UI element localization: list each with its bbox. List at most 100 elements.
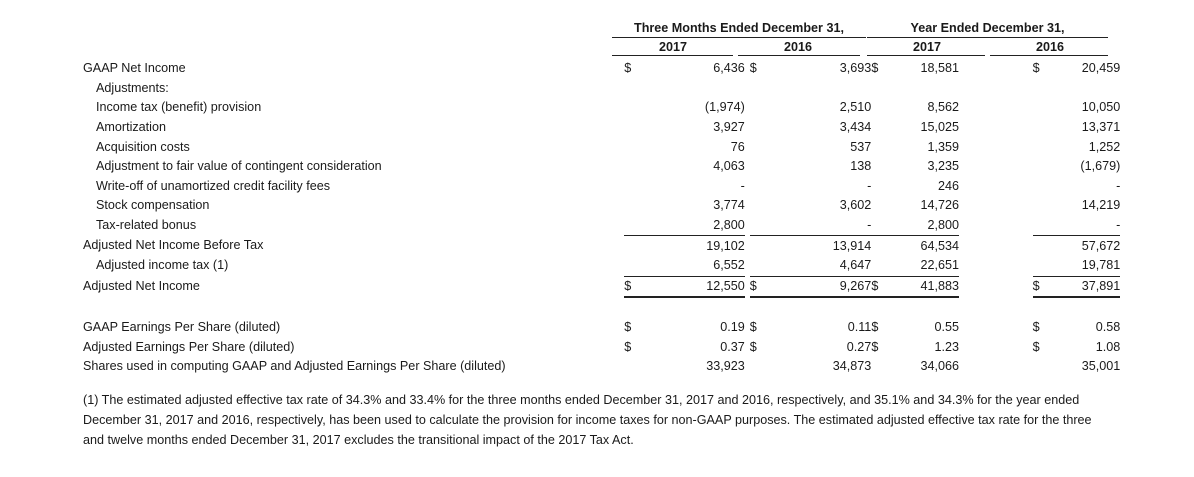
column-spacer (959, 79, 1033, 99)
dollar-sign (1033, 98, 1077, 118)
value-cell: 2,800 (713, 218, 745, 233)
dollar-sign (1033, 157, 1077, 177)
value-cell: 13,914 (793, 235, 872, 256)
row-label: Adjusted Net Income Before Tax (83, 238, 264, 253)
column-spacer (959, 276, 1033, 297)
dollar-sign (871, 177, 915, 197)
value-cell (794, 79, 872, 99)
dollar-sign (871, 196, 915, 216)
dollar-sign: $ (1032, 339, 1040, 354)
dollar-sign (624, 256, 668, 276)
dollar-sign (624, 79, 668, 99)
table-row: Tax-related bonus 2,800 - 2,800 - (83, 216, 1194, 236)
value-cell: 2,800 (927, 218, 960, 233)
dollar-sign (1033, 256, 1077, 276)
dollar-sign (1032, 235, 1077, 256)
row-label: Write-off of unamortized credit facility… (96, 178, 331, 193)
dollar-sign (624, 357, 668, 377)
value-cell: 3,693 (839, 61, 872, 76)
year-header: 2017 (912, 40, 942, 54)
dollar-sign (624, 98, 668, 118)
value-cell: 33,923 (706, 359, 745, 374)
header-group-underline (867, 37, 1108, 38)
row-label: GAAP Earnings Per Share (diluted) (83, 320, 281, 335)
value-cell (668, 297, 745, 318)
value-cell: 4,063 (713, 159, 745, 174)
value-cell: 34,873 (832, 359, 872, 374)
value-cell: 0.58 (1095, 320, 1121, 335)
value-cell: (1,679) (1080, 159, 1121, 174)
dollar-sign: $ (1032, 61, 1040, 76)
dollar-sign (1033, 177, 1077, 197)
dollar-sign (871, 98, 915, 118)
dollar-sign (1033, 79, 1077, 99)
table-row: Write-off of unamortized credit facility… (83, 177, 1194, 197)
dollar-sign (750, 216, 794, 236)
value-cell: - (867, 178, 872, 193)
value-cell (668, 79, 745, 99)
dollar-sign (750, 357, 794, 377)
value-cell: 2,510 (839, 100, 872, 115)
dollar-sign (624, 235, 669, 256)
year-underline (738, 55, 860, 56)
year-header: 2016 (1035, 40, 1065, 54)
table-row: Amortization 3,927 3,434 15,025 13,371 (83, 118, 1194, 138)
table-row: GAAP Earnings Per Share (diluted) $0.19 $0… (83, 318, 1194, 338)
year-underline (612, 55, 733, 56)
dollar-sign (750, 157, 794, 177)
table-row: Stock compensation 3,774 3,602 14,726 14,219 (83, 196, 1194, 216)
table-row: Acquisition costs 76 537 1,359 1,252 (83, 137, 1194, 157)
column-spacer (959, 59, 1033, 79)
dollar-sign (871, 137, 915, 157)
value-cell: 8,562 (927, 100, 960, 115)
value-cell (915, 79, 959, 99)
year-underline (867, 55, 985, 56)
value-cell: 14,726 (920, 198, 960, 213)
value-cell: - (1116, 218, 1121, 233)
dollar-sign (871, 297, 915, 318)
header-group-year: Year Ended December 31, (910, 21, 1065, 35)
year-underline (990, 55, 1108, 56)
value-cell: (1,974) (704, 100, 745, 115)
value-cell: 22,651 (920, 258, 960, 273)
value-cell: 0.11 (847, 320, 872, 335)
dollar-sign (871, 216, 915, 236)
value-cell: 41,883 (915, 275, 960, 299)
table-row: Adjusted Earnings Per Share (diluted) $0.… (83, 337, 1194, 357)
dollar-sign (871, 118, 915, 138)
table-row: Adjustment to fair value of contingent c… (83, 157, 1194, 177)
value-cell: 537 (850, 139, 872, 154)
header-group-three-months: Three Months Ended December 31, (634, 21, 844, 35)
value-cell (1076, 79, 1120, 99)
dollar-sign (624, 196, 668, 216)
value-cell: 18,581 (920, 61, 960, 76)
table-row: GAAP Net Income $6,436 $3,693 $18,581 $20,45… (83, 59, 1194, 79)
year-header: 2016 (783, 40, 813, 54)
dollar-sign (1033, 357, 1077, 377)
value-cell: 76 (730, 139, 745, 154)
value-cell: 0.37 (720, 339, 745, 354)
column-spacer (959, 256, 1033, 276)
row-label: Adjustment to fair value of contingent c… (96, 159, 382, 174)
dollar-sign: $ (749, 275, 794, 299)
column-spacer (959, 196, 1033, 216)
row-label: Adjusted Net Income (83, 279, 200, 294)
value-cell: 138 (850, 159, 872, 174)
row-label: Adjusted income tax (1) (96, 258, 229, 273)
dollar-sign (624, 157, 668, 177)
dollar-sign (871, 157, 915, 177)
value-cell (794, 297, 872, 318)
table-row: Adjusted Net Income Before Tax 19,102 13,9… (83, 235, 1194, 256)
dollar-sign (871, 357, 915, 377)
column-spacer (959, 157, 1033, 177)
footnote: (1) The estimated adjusted effective tax… (83, 393, 1092, 447)
value-cell: 14,219 (1081, 198, 1121, 213)
dollar-sign (1033, 196, 1077, 216)
dollar-sign (750, 137, 794, 157)
dollar-sign: $ (871, 61, 879, 76)
value-cell: 3,774 (713, 198, 745, 213)
column-spacer (959, 337, 1033, 357)
column-spacer (959, 357, 1033, 377)
dollar-sign (871, 235, 916, 256)
header-group-underline (612, 37, 866, 38)
